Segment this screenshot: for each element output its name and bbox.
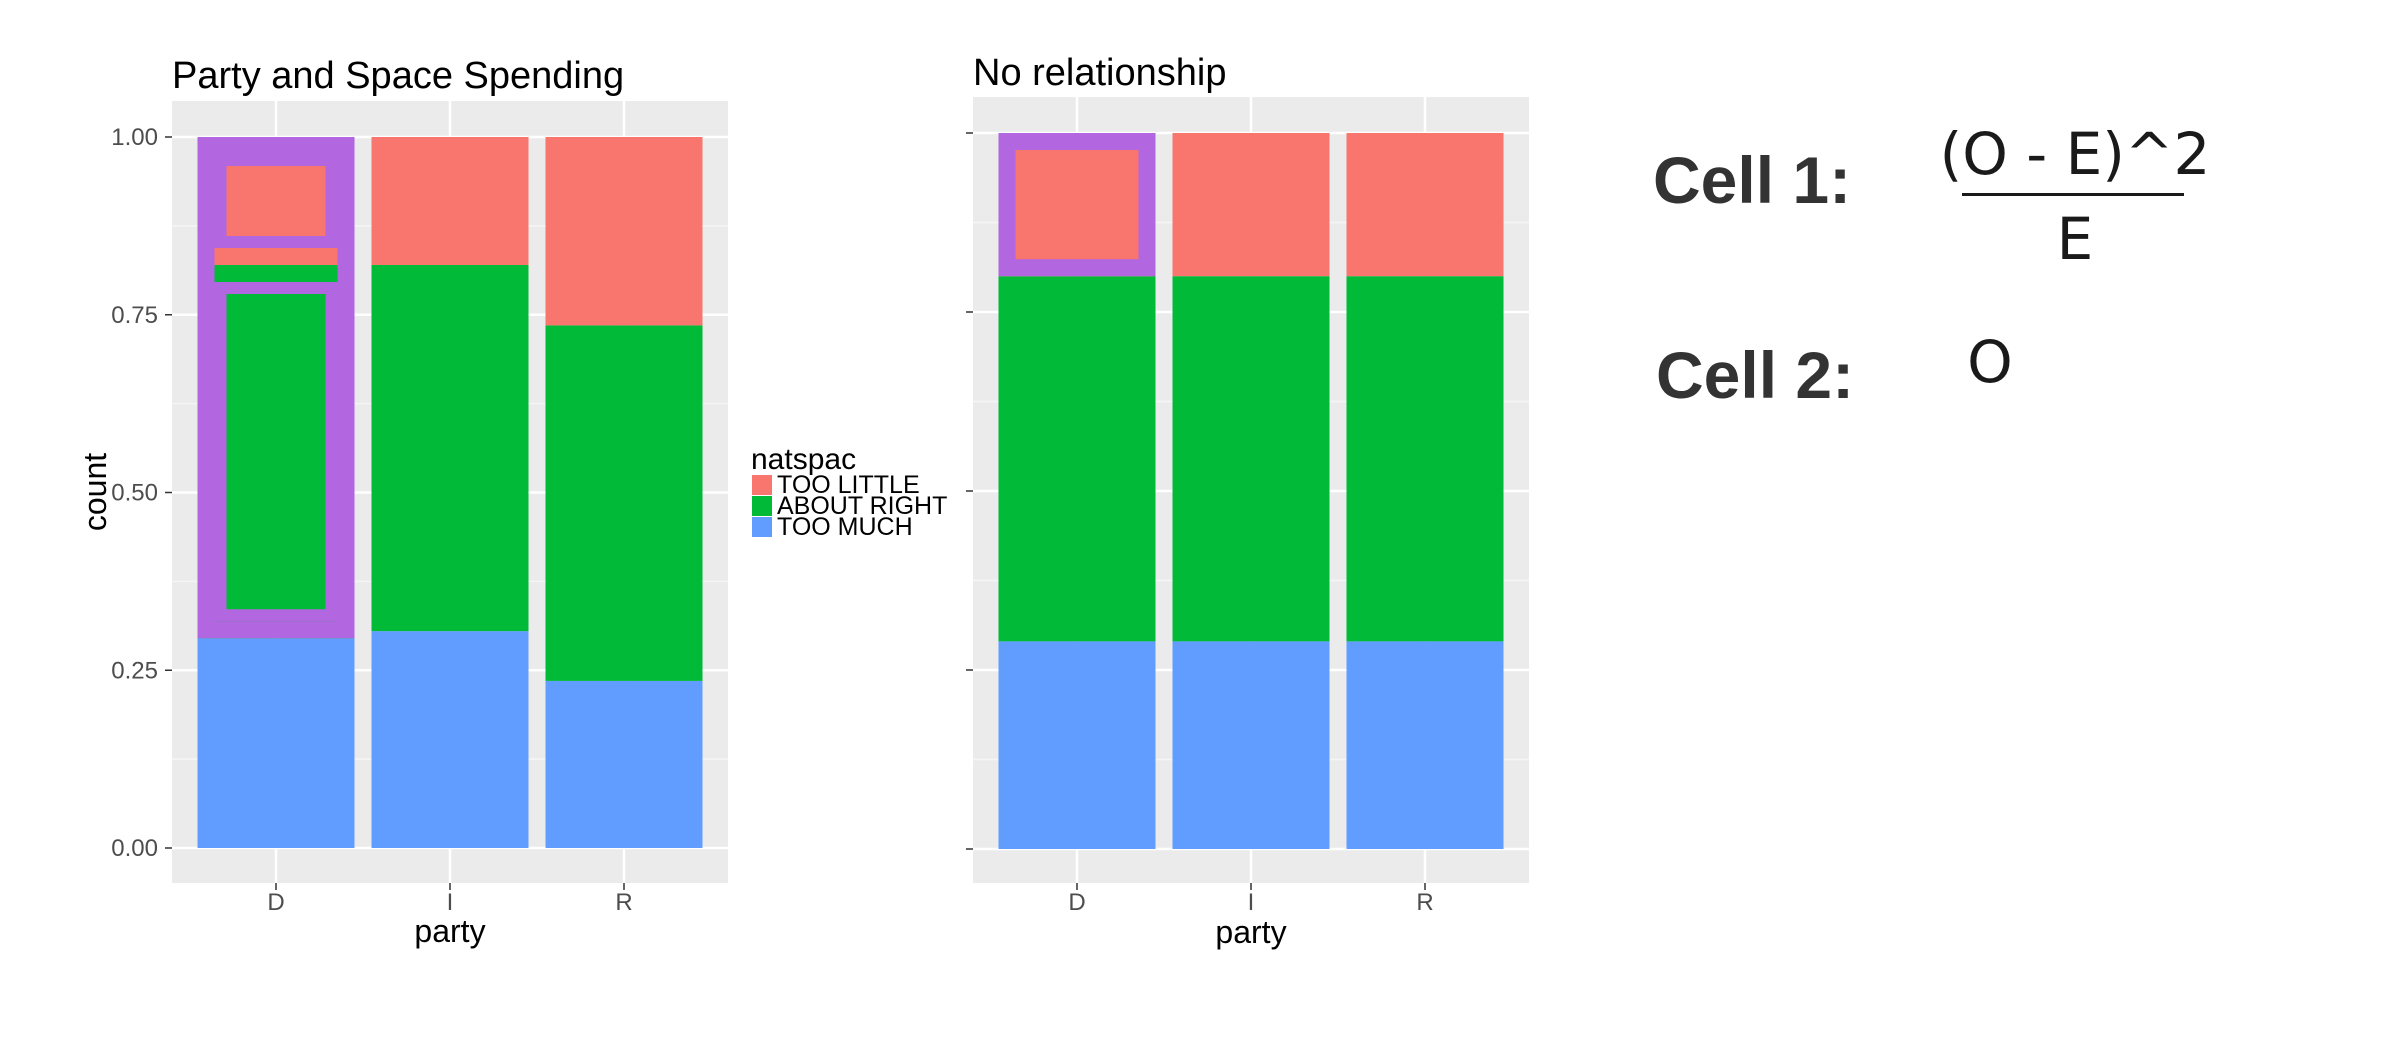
y-tick-label: 0.50 (111, 480, 158, 507)
x-tick-label: D (267, 889, 284, 916)
bar-r-about-right (545, 325, 703, 681)
bar-r-too-little (1346, 133, 1504, 277)
highlight-box-inner (214, 154, 338, 248)
legend-swatch (752, 517, 772, 537)
cell1-denominator: E (2056, 205, 2094, 273)
bar-d-too-little (998, 133, 1156, 277)
cell2-label: Cell 2: (1656, 338, 1855, 412)
y-tick-label: 0.75 (111, 302, 158, 329)
y-tick-label: 0.25 (111, 657, 158, 684)
legend-label: TOO LITTLE (777, 471, 920, 499)
legend-label: TOO MUCH (777, 513, 913, 541)
bar-i-about-right (371, 264, 529, 632)
bar-i-too-much (371, 631, 529, 848)
y-axis-label: count (77, 453, 113, 531)
highlight-box-inner (214, 281, 338, 622)
bar-r-too-much (545, 680, 703, 848)
bar-d-too-much (197, 638, 355, 848)
bar-d-too-much (998, 641, 1156, 849)
legend-swatch (752, 475, 772, 495)
x-tick-label: R (1416, 889, 1433, 916)
chart-panel-1: 0.00 0.25 0.50 0.75 1.00 D I R Party and Space S… (77, 55, 728, 949)
y-tick-label: 0.00 (111, 835, 158, 862)
bar-i-too-little (371, 137, 529, 265)
bar-i-too-much (1172, 641, 1330, 849)
cell2-value: O (1967, 328, 2013, 396)
legend-title: natspac (751, 443, 856, 476)
highlight-box-outer (197, 137, 355, 639)
legend-swatch (752, 496, 772, 516)
bar-i-too-little (1172, 133, 1330, 277)
x-axis-label: party (1215, 914, 1286, 950)
bar-r-about-right (1346, 276, 1504, 642)
chart-panel-2: D I R No relationship party (966, 52, 1529, 950)
bar-r-too-little (545, 137, 703, 326)
cell1-numerator: (O - E)^2 (1939, 120, 2211, 188)
y-tick-label: 1.00 (111, 124, 158, 151)
chart-title: No relationship (973, 52, 1226, 94)
highlight-box-outer (998, 133, 1156, 277)
bar-r-too-much (1346, 641, 1504, 849)
bar-i-about-right (1172, 276, 1330, 642)
chart-title: Party and Space Spending (172, 55, 624, 97)
x-tick-label: I (1248, 889, 1255, 916)
cell1-label: Cell 1: (1653, 143, 1852, 217)
x-tick-label: D (1068, 889, 1085, 916)
legend-label: ABOUT RIGHT (777, 492, 947, 520)
fraction-bar (1962, 193, 2184, 196)
x-tick-label: R (615, 889, 632, 916)
x-tick-label: I (447, 889, 454, 916)
x-axis-label: party (414, 913, 485, 949)
bar-d-about-right (998, 276, 1156, 642)
